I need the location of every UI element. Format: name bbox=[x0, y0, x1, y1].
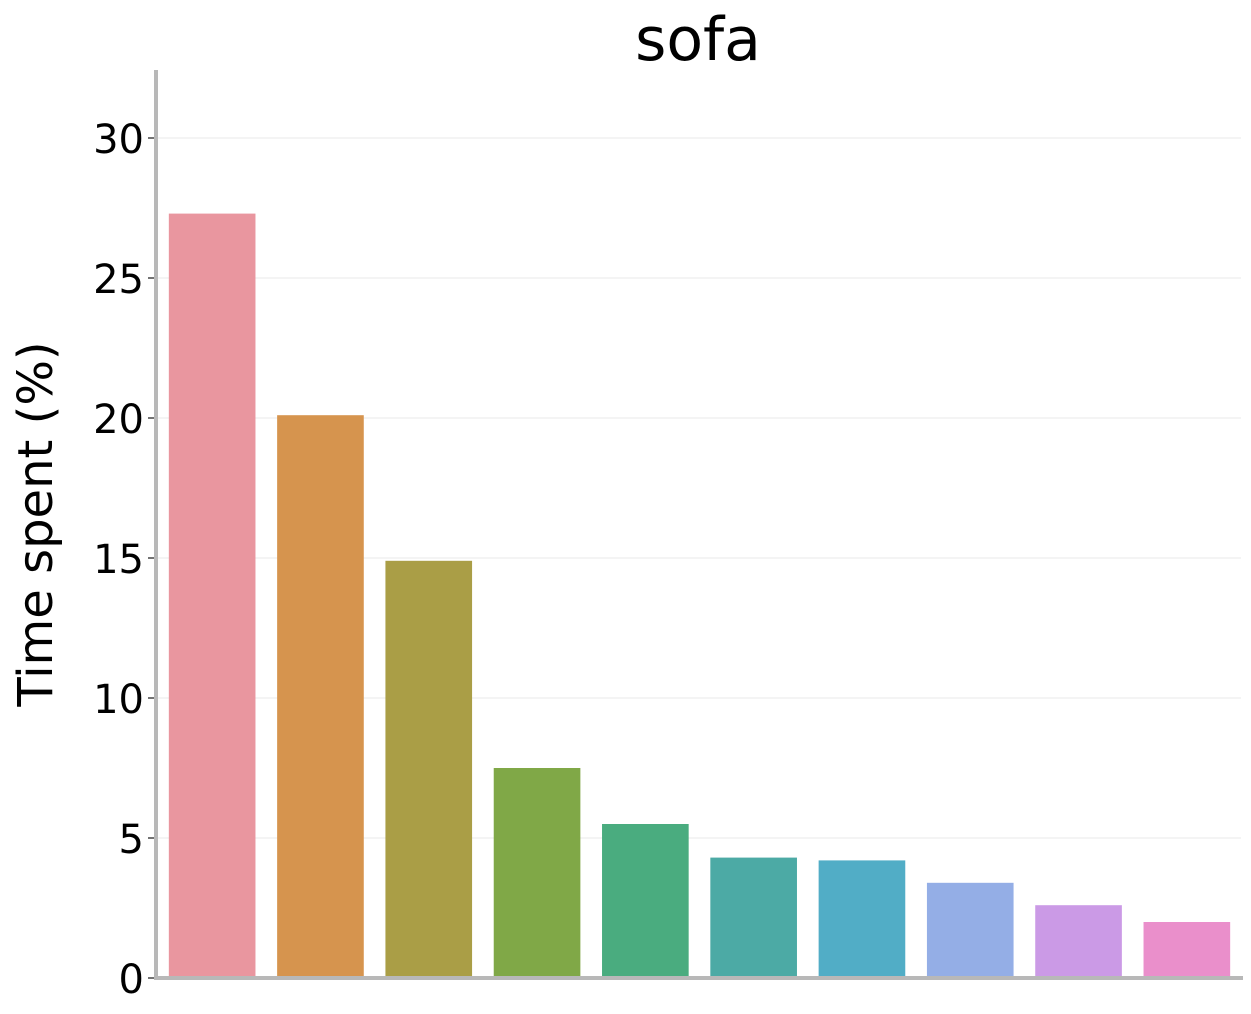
bar-8 bbox=[926, 882, 1014, 978]
bar-4 bbox=[493, 768, 581, 978]
y-tick-label: 0 bbox=[119, 957, 144, 1003]
y-tick-label: 10 bbox=[93, 677, 144, 723]
y-tick-label: 15 bbox=[93, 537, 144, 583]
bar-1 bbox=[168, 213, 256, 979]
y-axis-ticks: 0 5 10 15 20 25 30 bbox=[93, 117, 156, 1003]
bar-7 bbox=[818, 860, 906, 978]
y-tick-label: 30 bbox=[93, 117, 144, 163]
bar-9 bbox=[1035, 905, 1122, 978]
bar-5 bbox=[602, 824, 689, 978]
bars bbox=[168, 213, 1231, 979]
chart-title: sofa bbox=[635, 5, 761, 75]
bar-10 bbox=[1143, 922, 1231, 978]
y-axis-label: Time spent (%) bbox=[8, 341, 64, 707]
bar-2 bbox=[277, 415, 364, 978]
y-tick-label: 20 bbox=[93, 397, 144, 443]
bar-6 bbox=[710, 857, 797, 978]
y-tick-label: 5 bbox=[119, 817, 144, 863]
bar-3 bbox=[385, 560, 473, 978]
y-tick-label: 25 bbox=[93, 257, 144, 303]
